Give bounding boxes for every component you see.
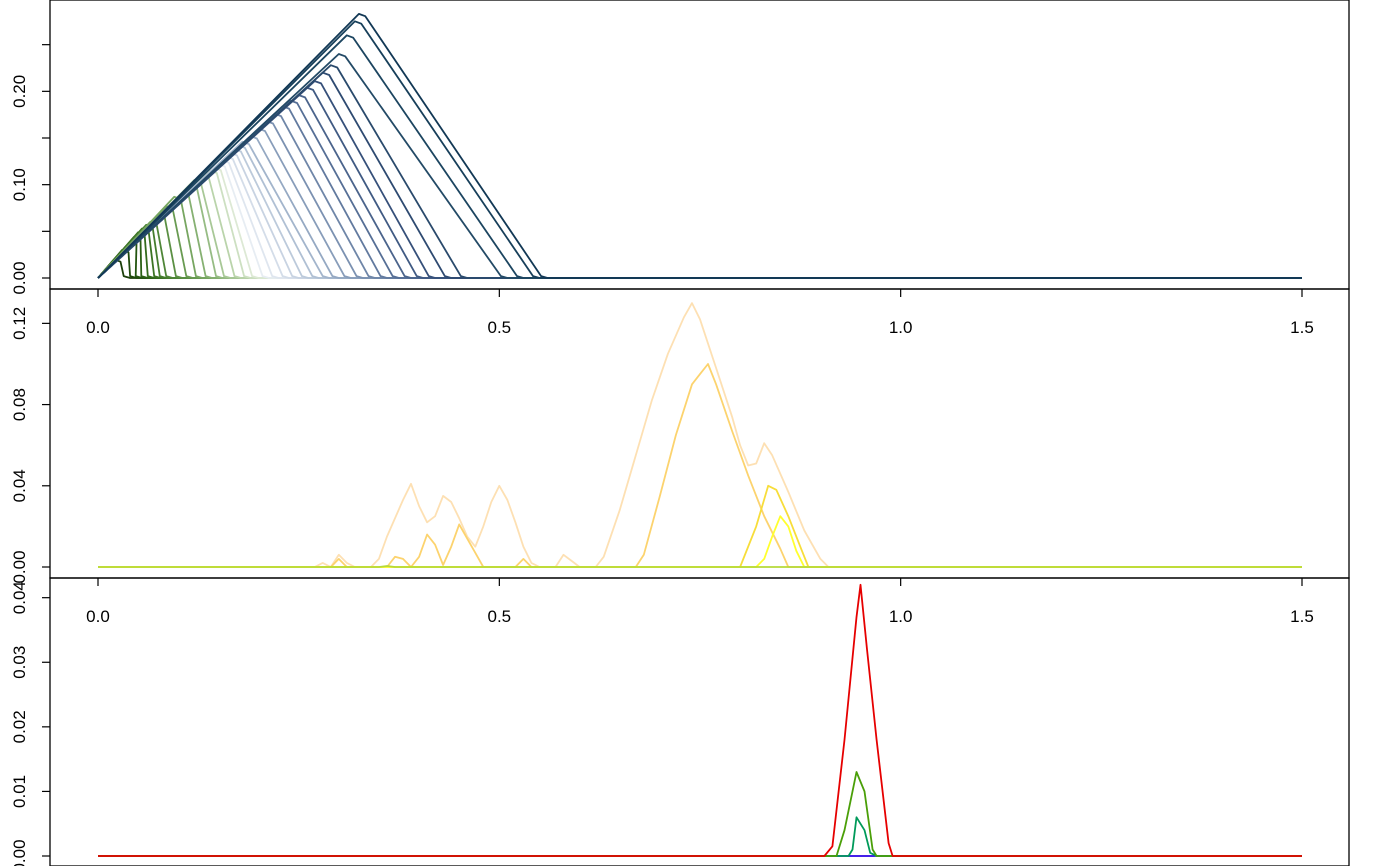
panel-3-y-tick-label-1: 0.00 (10, 839, 29, 866)
panel-1-series-line-20 (97, 155, 1302, 279)
panel-3-y-tick-label-4: 0.03 (10, 646, 29, 679)
panel-2-y-tick-label-4: 0.12 (10, 307, 29, 340)
panel-2-series-line-3 (98, 484, 1302, 568)
panel-1-x-tick-label-4: 1.5 (1290, 318, 1314, 337)
panel-1-series-line-31 (97, 94, 1302, 279)
panel-1-series-line-38 (97, 20, 1302, 279)
panel-3-series-line-4 (98, 583, 1302, 857)
panel-2-series (98, 302, 1302, 568)
panel-2-y-tick-label-2: 0.04 (10, 469, 29, 502)
panel-1-series-line-23 (97, 144, 1302, 279)
panel-3-y-tick-label-5: 0.04 (10, 581, 29, 614)
panel-1-series-line-7 (97, 223, 1302, 279)
panel-3-y-tick-label-3: 0.02 (10, 710, 29, 743)
panel-1-series-line-30 (97, 99, 1302, 279)
panel-2-series-line-5 (98, 565, 1302, 568)
panel-1-series-line-26 (97, 127, 1302, 279)
panel-1-series-line-27 (97, 120, 1302, 279)
panel-1-series (97, 13, 1302, 279)
panel-1-y-tick-label-3: 0.10 (10, 168, 29, 201)
panel-2-frame (49, 288, 1350, 579)
panel-1-series-line-24 (97, 140, 1302, 279)
panel-1-x-tick-label-3: 1.0 (889, 318, 913, 337)
panel-2: 0.000.040.080.120.0 0.5 1.0 1.5 (10, 288, 1350, 626)
panel-1-series-line-16 (97, 169, 1302, 279)
panel-2-x-tick-label-2: 0.5 (488, 607, 512, 626)
panel-3-series (98, 583, 1302, 857)
panel-1-series-line-21 (97, 152, 1302, 279)
panel-1: 0.00 0.10 0.20 0.0 0.5 1.0 1.5 (10, 0, 1350, 337)
panel-2-x-tick-label-4: 1.5 (1290, 607, 1314, 626)
panel-2-series-line-4 (98, 515, 1302, 568)
panel-3-series-line-3 (98, 771, 1302, 857)
panel-2-x-tick-label-1: 0.0 (86, 607, 110, 626)
panel-3-y-tick-label-2: 0.01 (10, 775, 29, 808)
panel-1-series-line-17 (97, 167, 1302, 279)
panel-2-y-tick-label-3: 0.08 (10, 388, 29, 421)
panel-1-y-tick-label-1: 0.00 (10, 261, 29, 294)
panel-1-x-tick-label-1: 0.0 (86, 318, 110, 337)
panel-1-series-line-5 (97, 231, 1302, 279)
panel-1-series-line-6 (97, 227, 1302, 279)
panel-1-series-line-39 (97, 13, 1302, 279)
panel-1-series-line-4 (97, 236, 1302, 279)
panel-2-series-line-1 (98, 302, 1302, 568)
panel-3-frame (49, 577, 1350, 866)
panel-2-y-tick-label-1: 0.00 (10, 550, 29, 583)
panel-1-series-line-18 (97, 163, 1302, 279)
panel-1-series-line-2 (97, 249, 1302, 279)
panel-2-x-tick-label-3: 1.0 (889, 607, 913, 626)
panel-1-y-tick-label-5: 0.20 (10, 75, 29, 108)
panel-2-series-line-2 (98, 363, 1302, 568)
panel-1-x-tick-label-2: 0.5 (488, 318, 512, 337)
panel-3-series-line-2 (98, 816, 1302, 857)
panel-3: 0.00 0.01 0.02 0.03 0.04 (10, 577, 1350, 866)
